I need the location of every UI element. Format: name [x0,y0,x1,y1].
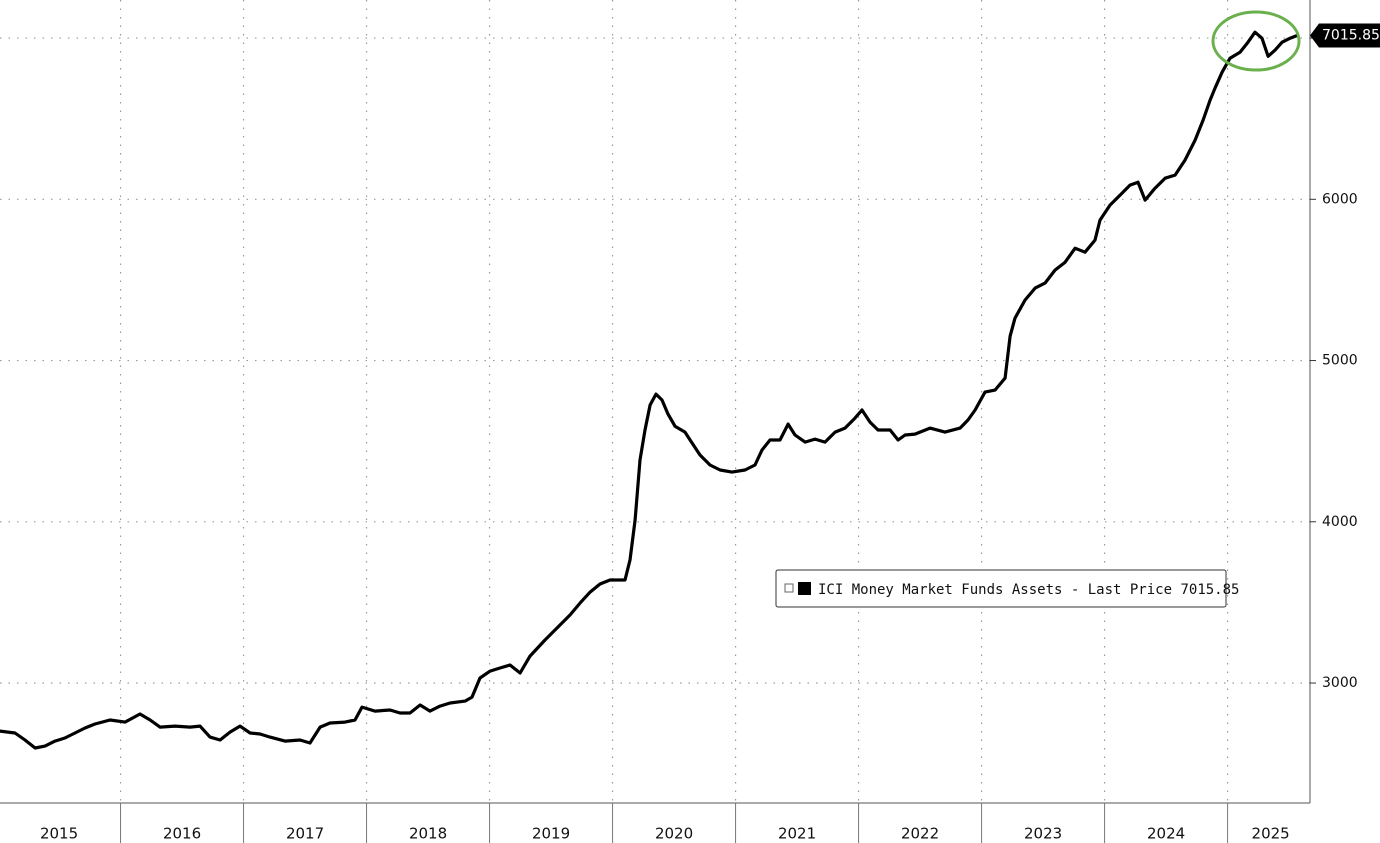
legend-box [775,569,1227,608]
x-tick-label: 2016 [163,825,201,843]
y-tick-label: 5000 [1322,353,1358,369]
last-price-label: 7015.85 [1322,27,1380,43]
marks [0,30,1299,750]
legend-last-value: 7015.85 [1180,582,1239,598]
legend-last-price-text: - Last Price [1071,582,1172,598]
x-tick-label: 2019 [532,825,570,843]
grid [0,0,1310,803]
legend: ICI Money Market Funds Assets - Last Pri… [775,569,1239,608]
x-tick-label: 2020 [655,825,693,843]
x-tick-label: 2023 [1024,825,1062,843]
x-tick-label: 2018 [409,825,447,843]
x-tick-label: 2025 [1252,825,1290,843]
x-tick-label: 2015 [40,825,78,843]
x-tick-label: 2022 [901,825,939,843]
last-price-box: 7015.85 [1310,23,1380,48]
legend-toggle [784,583,794,593]
x-tick-label: 2024 [1147,825,1185,843]
x-tick-label: 2017 [286,825,324,843]
y-tick-label: 3000 [1322,675,1358,691]
legend-label: ICI Money Market Funds Assets - Last Pri… [818,582,1239,598]
y-tick-label: 6000 [1322,191,1358,207]
highlight-circle [1211,10,1301,72]
data-line [0,30,1299,750]
legend-series-name: ICI Money Market Funds Assets [818,582,1062,598]
y-tick-label: 4000 [1322,514,1358,530]
last-price-marker [1310,23,1380,48]
legend-swatch [798,582,811,595]
x-tick-label: 2021 [778,825,816,843]
